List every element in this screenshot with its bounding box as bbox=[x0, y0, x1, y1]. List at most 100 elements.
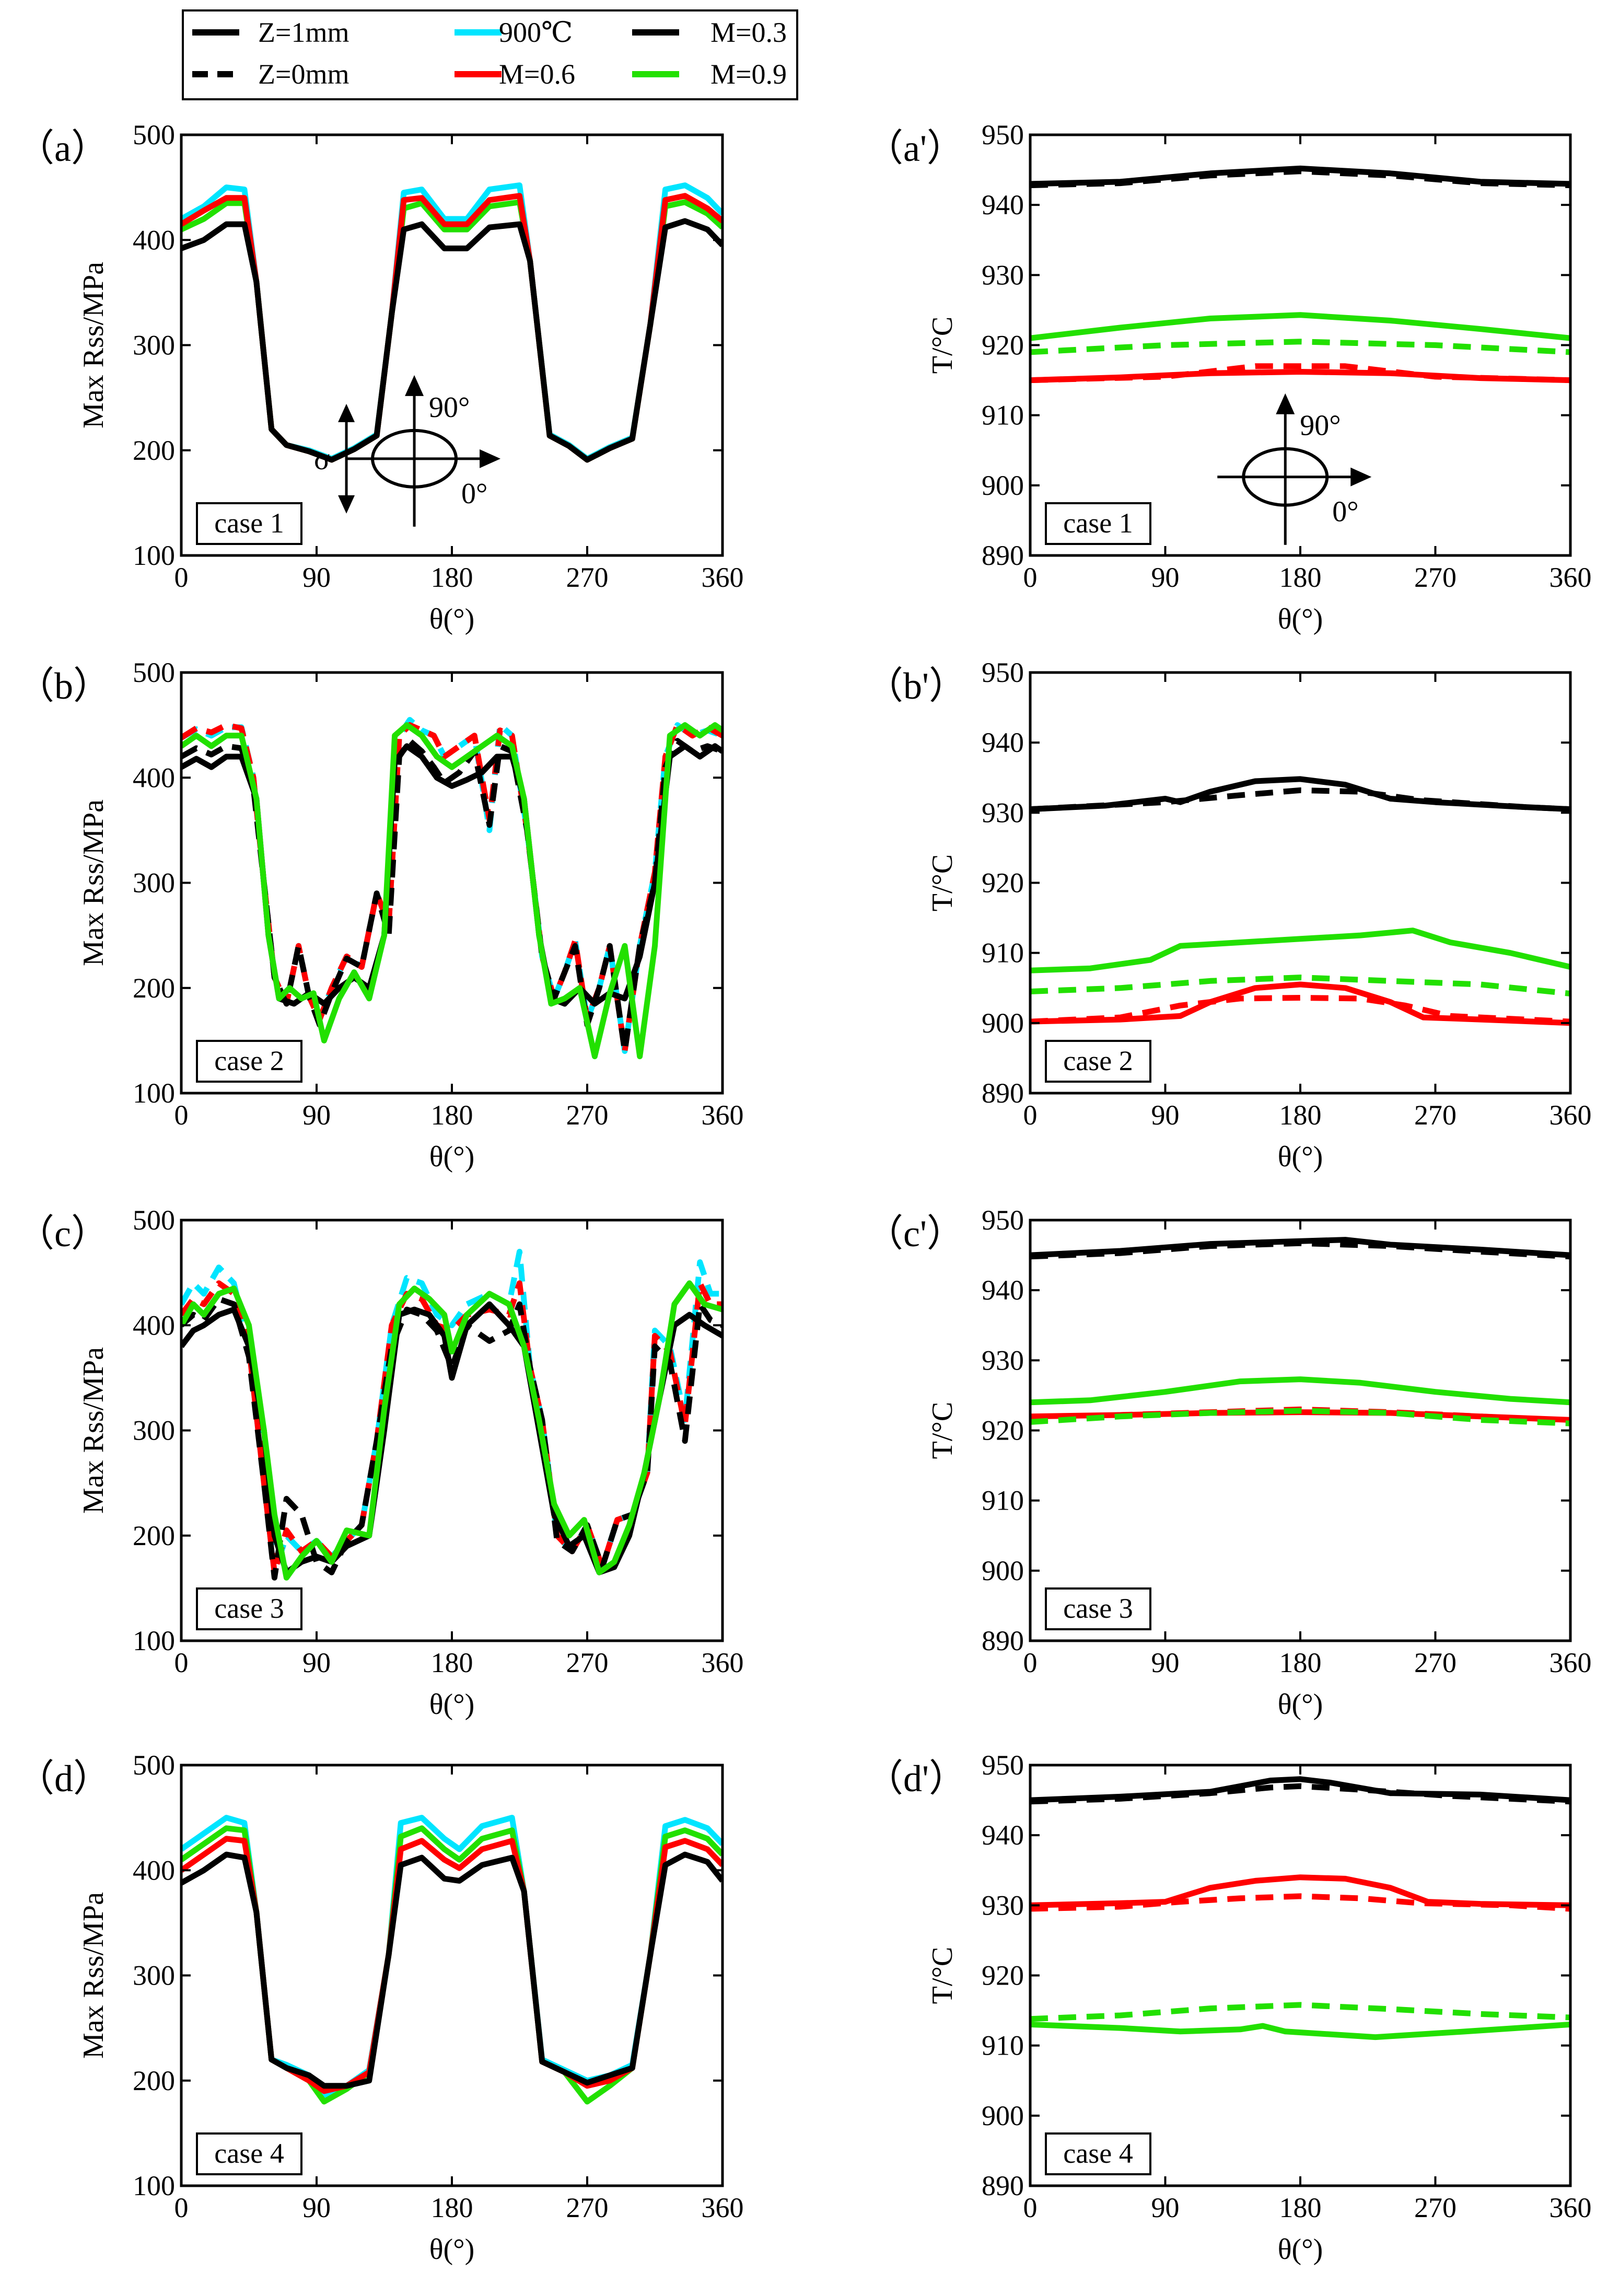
series-line bbox=[1030, 363, 1570, 384]
x-axis-label: θ(°) bbox=[1278, 1141, 1323, 1173]
arrow-up-icon bbox=[405, 375, 424, 396]
x-tick-label: 90 bbox=[1151, 1647, 1180, 1678]
x-tick-label: 270 bbox=[1414, 1099, 1456, 1131]
y-tick-label: 100 bbox=[133, 1625, 175, 1656]
chart-panel-c2: 0 90 180 270 360 890 900 910 920 930 940 950 θ(°) T/°… bbox=[866, 1204, 1592, 1721]
series-line bbox=[1030, 2021, 1570, 2040]
x-tick-label: 180 bbox=[1279, 2192, 1322, 2223]
series-line bbox=[1030, 1408, 1570, 1427]
case-label: case 4 bbox=[1063, 2138, 1133, 2169]
y-tick-label: 200 bbox=[133, 2065, 175, 2096]
y-tick-label: 930 bbox=[982, 1889, 1024, 1921]
x-tick-label: 180 bbox=[1279, 562, 1322, 593]
chart-panel-a2: 0 90 180 270 360 890 900 910 920 930 940 950 θ(°) T/°… bbox=[866, 119, 1592, 635]
case-label-box bbox=[196, 502, 302, 545]
case-label-box bbox=[1045, 1040, 1151, 1083]
panel-label: （d） bbox=[17, 1758, 111, 1800]
y-tick-label: 200 bbox=[133, 972, 175, 1004]
y-tick-label: 950 bbox=[982, 657, 1024, 688]
x-tick-label: 0 bbox=[174, 1099, 189, 1131]
y-tick-label: 920 bbox=[982, 867, 1024, 899]
x-tick-label: 90 bbox=[302, 562, 331, 593]
series-line bbox=[1030, 1874, 1570, 1908]
x-tick-label: 270 bbox=[566, 562, 609, 593]
y-tick-label: 200 bbox=[133, 1520, 175, 1551]
x-tick-label: 360 bbox=[1549, 2192, 1592, 2223]
legend-label: Z=0mm bbox=[258, 59, 349, 90]
y-tick-label: 500 bbox=[133, 657, 175, 688]
orientation-inset: 90° 0° bbox=[1217, 393, 1372, 545]
chart-panel-b2: 0 90 180 270 360 890 900 910 920 930 940 950 θ(°) T/°… bbox=[866, 657, 1592, 1173]
y-tick-label: 300 bbox=[133, 330, 175, 361]
arrow-up-icon bbox=[338, 403, 355, 422]
series-group bbox=[1030, 776, 1570, 1026]
y-tick-label: 910 bbox=[982, 2030, 1024, 2061]
series-group bbox=[1030, 1776, 1570, 2040]
y-tick-label: 890 bbox=[982, 1077, 1024, 1109]
x-tick-label: 0 bbox=[174, 1647, 189, 1678]
x-tick-label: 360 bbox=[702, 562, 744, 593]
y-tick-label: 300 bbox=[133, 1960, 175, 1991]
case-label: case 4 bbox=[214, 2138, 284, 2169]
x-tick-label: 270 bbox=[566, 1647, 609, 1678]
series-line bbox=[1030, 339, 1570, 355]
y-tick-label: 400 bbox=[133, 1854, 175, 1886]
x-tick-label: 360 bbox=[1549, 562, 1592, 593]
x-tick-label: 360 bbox=[702, 1647, 744, 1678]
x-tick-label: 90 bbox=[1151, 2192, 1180, 2223]
x-axis-label: θ(°) bbox=[1278, 1688, 1323, 1721]
y-tick-label: 940 bbox=[982, 1819, 1024, 1851]
chart-panel-c: 0 90 180 270 360 100 200 300 400 500 θ(°) Max Rss/M… bbox=[17, 1204, 744, 1721]
y-tick-label: 890 bbox=[982, 1625, 1024, 1656]
y-tick-label: 940 bbox=[982, 189, 1024, 221]
series-line bbox=[1030, 168, 1570, 189]
x-tick-label: 270 bbox=[1414, 1647, 1456, 1678]
panel-label: （c'） bbox=[866, 1213, 964, 1255]
angle-0-label: 0° bbox=[1332, 496, 1358, 528]
y-axis-label: T/°C bbox=[926, 317, 959, 374]
y-axis-label: T/°C bbox=[926, 854, 959, 912]
case-label-box bbox=[196, 2132, 302, 2175]
y-axis-label: Max Rss/MPa bbox=[77, 1347, 110, 1514]
series-line bbox=[1030, 787, 1570, 813]
chart-panel-d2: 0 90 180 270 360 890 900 910 920 930 940 950 θ(°) T/°… bbox=[866, 1749, 1592, 2266]
panel-label: （a） bbox=[17, 127, 109, 169]
case-label-box bbox=[1045, 2132, 1151, 2175]
x-tick-label: 180 bbox=[431, 1647, 473, 1678]
y-tick-label: 400 bbox=[133, 224, 175, 256]
x-tick-label: 180 bbox=[431, 562, 473, 593]
x-tick-label: 90 bbox=[1151, 1099, 1180, 1131]
sigma-label: σ bbox=[314, 444, 330, 476]
y-tick-label: 930 bbox=[982, 1344, 1024, 1376]
chart-panel-b: 0 90 180 270 360 100 200 300 400 500 θ(°) Max Rss/M… bbox=[17, 657, 744, 1173]
series-line bbox=[1030, 312, 1570, 341]
series-group bbox=[181, 717, 723, 1060]
series-line bbox=[1030, 1376, 1570, 1406]
series-line bbox=[181, 722, 723, 1060]
panel-label: （c） bbox=[17, 1213, 109, 1255]
y-tick-label: 500 bbox=[133, 119, 175, 150]
x-axis-label: θ(°) bbox=[429, 1688, 475, 1721]
y-tick-label: 940 bbox=[982, 1274, 1024, 1306]
x-tick-label: 180 bbox=[431, 2192, 473, 2223]
y-tick-label: 300 bbox=[133, 1415, 175, 1446]
legend-label: M=0.6 bbox=[499, 59, 575, 90]
y-tick-label: 940 bbox=[982, 727, 1024, 758]
legend-label: M=0.9 bbox=[710, 59, 787, 90]
arrow-right-icon bbox=[480, 449, 501, 468]
y-tick-label: 920 bbox=[982, 330, 1024, 361]
y-tick-label: 500 bbox=[133, 1204, 175, 1236]
angle-90-label: 90° bbox=[429, 391, 470, 424]
x-tick-label: 180 bbox=[1279, 1647, 1322, 1678]
orientation-inset: 90° 0° σ bbox=[314, 375, 501, 527]
x-tick-label: 270 bbox=[566, 2192, 609, 2223]
x-tick-label: 180 bbox=[431, 1099, 473, 1131]
y-tick-label: 950 bbox=[982, 119, 1024, 150]
y-tick-label: 400 bbox=[133, 762, 175, 793]
x-axis-label: θ(°) bbox=[1278, 603, 1323, 635]
panels: 0 90 180 270 360 100 200 300 400 500 θ(°) Max Rss/M… bbox=[17, 119, 1592, 2266]
series-group bbox=[1030, 1237, 1570, 1427]
chart-panel-a: 0 90 180 270 360 100 200 300 400 500 θ(°) Max Rss/M… bbox=[17, 119, 744, 635]
x-tick-label: 90 bbox=[302, 2192, 331, 2223]
x-tick-label: 180 bbox=[1279, 1099, 1322, 1131]
